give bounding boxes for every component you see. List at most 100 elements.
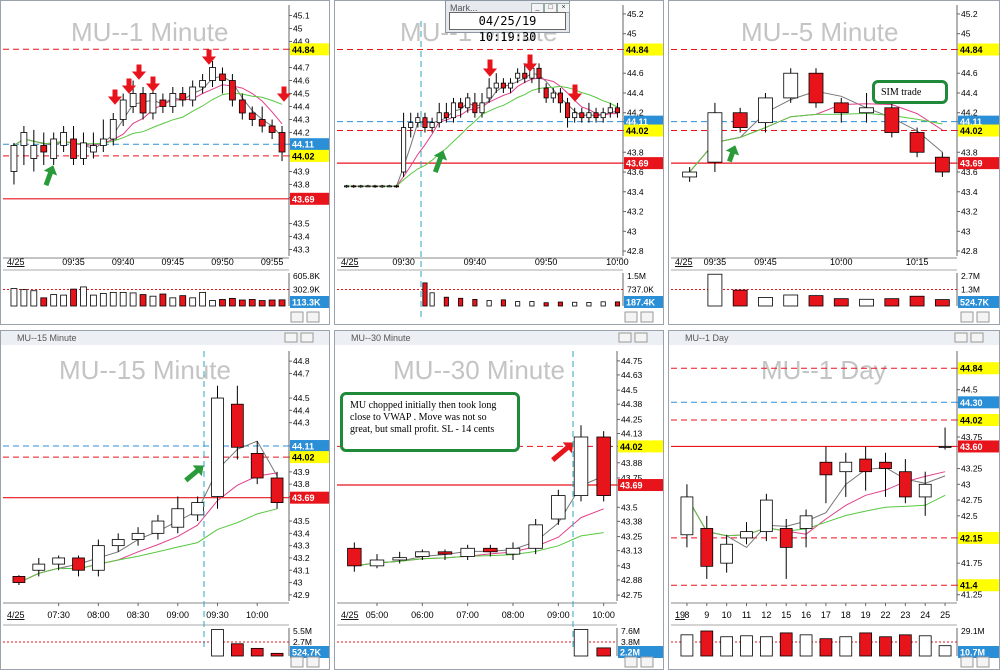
volume-bar	[799, 634, 813, 657]
chart-window-30min[interactable]: MU--30 Minute MU--30 Minute 44.75 44.63 44.5…	[334, 330, 664, 670]
chart-1day[interactable]: MU--1 Day MU--1 Day 44.84 44.5 44.30 44.02 43.…	[669, 331, 1000, 670]
chart-title-watermark: MU--5 Minute	[741, 17, 898, 47]
volume-bar	[149, 295, 157, 307]
scroll-right-button[interactable]	[306, 311, 320, 323]
trade-comment-note: MU chopped initially then took long clos…	[340, 392, 520, 452]
x-tick-label: 09:35	[704, 257, 727, 267]
x-tick-label: 09:40	[112, 257, 135, 267]
maximize-button[interactable]	[284, 332, 298, 343]
candle-body	[151, 520, 165, 534]
volume-bar	[557, 301, 563, 307]
y-tick-label: 43.38	[621, 516, 643, 526]
volume-bar	[879, 636, 892, 657]
scroll-right-button[interactable]	[976, 656, 990, 668]
chart-window-1min-b[interactable]: MU--1 Minute45.24544.8444.644.444.244.11…	[334, 0, 664, 325]
y-tick-label: 42.8	[961, 246, 978, 256]
candle-body	[32, 563, 46, 571]
x-tick-label: 09:35	[62, 257, 85, 267]
candle-body	[50, 138, 58, 159]
scroll-left-button[interactable]	[624, 656, 638, 668]
y-tick-label: 44.2	[627, 108, 644, 118]
chart-window-5min[interactable]: MU--5 Minute 45.2 45 44.84 44.6 44.4 44.244.11…	[668, 0, 1000, 325]
scroll-right-button[interactable]	[976, 311, 990, 323]
market-clock-window[interactable]: Mark... _ □ × 04/25/19 10:19:30	[445, 0, 570, 44]
volume-bar	[934, 299, 950, 307]
scroll-left-button[interactable]	[290, 311, 304, 323]
chart-1min-b[interactable]: MU--1 Minute45.24544.8444.644.444.244.11…	[335, 1, 664, 325]
x-tick-label: 9	[704, 610, 709, 620]
price-label-box	[958, 396, 999, 409]
scroll-right-button[interactable]	[306, 656, 320, 668]
date-label: 4/25	[341, 257, 359, 267]
price-label-text: 41.4	[960, 581, 978, 591]
maximize-button[interactable]	[618, 332, 632, 343]
scroll-left-button[interactable]	[624, 311, 638, 323]
chart-title-watermark: MU--1 Day	[761, 355, 887, 385]
x-tick-label: 24	[920, 610, 930, 620]
y-tick-label: 43.4	[627, 187, 644, 197]
y-tick-label: 44.7	[293, 368, 310, 378]
x-tick-label: 07:00	[456, 610, 479, 620]
current-volume-label: 10.7M	[960, 648, 985, 658]
moving-average-line	[18, 440, 278, 584]
volume-bar	[250, 647, 264, 657]
volume-tick-label: 1.3M	[961, 285, 980, 295]
scroll-left-button[interactable]	[960, 311, 974, 323]
candle-body	[884, 107, 900, 133]
candle-body	[415, 551, 430, 557]
y-tick-label: 43	[293, 578, 303, 588]
scroll-left-button[interactable]	[960, 656, 974, 668]
moving-average-line	[18, 472, 278, 584]
price-label-text: 42.15	[960, 533, 983, 543]
candle-body	[40, 145, 48, 153]
red-arrow-icon	[145, 76, 161, 92]
y-tick-label: 42.8	[627, 246, 644, 256]
y-tick-label: 42.5	[961, 511, 978, 521]
candle-body	[199, 80, 206, 88]
chart-30min[interactable]: MU--30 Minute MU--30 Minute 44.75 44.63 44.5…	[335, 331, 664, 670]
y-tick-label: 44.2	[293, 128, 310, 138]
chart-15min[interactable]: MU--15 Minute MU--15 Minute 44.8 44.7 44.5 44…	[1, 331, 330, 670]
y-tick-label: 43.9	[293, 167, 310, 177]
x-tick-label: 09:40	[464, 257, 487, 267]
close-button[interactable]	[300, 332, 314, 343]
candle-body	[72, 557, 85, 571]
x-tick-label: 09:55	[261, 257, 284, 267]
candle-body	[833, 102, 849, 114]
chart-window-1min-a[interactable]: MU--1 Minute 45.1 45 44.944.84 44.7 44.6 44.5 4…	[0, 0, 330, 325]
scroll-right-button[interactable]	[640, 656, 654, 668]
y-tick-label: 43.4	[293, 528, 310, 538]
candle-body	[680, 496, 694, 536]
candle-body	[351, 185, 357, 188]
candle-body	[171, 508, 185, 528]
price-label-box	[290, 451, 329, 464]
chart-5min[interactable]: MU--5 Minute 45.2 45 44.84 44.6 44.4 44.244.11…	[669, 1, 1000, 325]
candle-body	[60, 132, 67, 146]
scroll-left-button[interactable]	[290, 656, 304, 668]
x-tick-label: 05:00	[366, 610, 389, 620]
candle-body	[808, 72, 824, 104]
maximize-button[interactable]	[954, 332, 968, 343]
chart-window-15min[interactable]: MU--15 Minute MU--15 Minute 44.8 44.7 44.5 44…	[0, 330, 330, 670]
volume-bar	[572, 301, 578, 307]
close-button[interactable]	[970, 332, 984, 343]
price-label-text: 44.11	[960, 117, 982, 127]
volume-bar	[229, 297, 236, 307]
y-tick-label: 43.8	[293, 180, 310, 190]
x-tick-label: 08:00	[502, 610, 525, 620]
chart-window-1day[interactable]: MU--1 Day MU--1 Day 44.84 44.5 44.30 44.02 43.…	[668, 330, 1000, 670]
x-tick-label: 10:00	[606, 257, 629, 267]
y-tick-label: 43.5	[293, 219, 310, 229]
candle-body	[682, 171, 698, 178]
candle-body	[415, 117, 421, 124]
candle-body	[268, 125, 276, 133]
window-titlebar	[1, 331, 329, 345]
volume-bar	[211, 629, 224, 657]
chart-1min-a[interactable]: MU--1 Minute 45.1 45 44.944.84 44.7 44.6 44.5 4…	[1, 1, 330, 325]
scroll-right-button[interactable]	[640, 311, 654, 323]
volume-bar	[700, 630, 714, 657]
price-label-box	[624, 124, 663, 137]
x-tick-label: 09:30	[392, 257, 415, 267]
x-tick-label: 09:45	[754, 257, 777, 267]
close-button[interactable]	[634, 332, 648, 343]
